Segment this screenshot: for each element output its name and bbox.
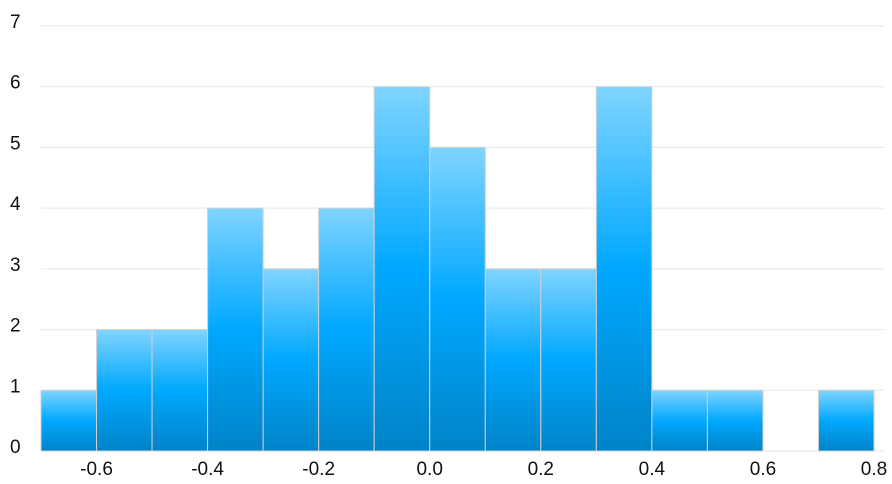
x-tick-label: -0.6	[80, 459, 113, 480]
bar	[96, 329, 153, 452]
bar	[429, 146, 486, 452]
bar	[373, 86, 431, 452]
y-tick-label: 7	[10, 12, 21, 33]
x-tick-label: 0.0	[417, 459, 443, 480]
y-tick-label: 2	[10, 316, 21, 337]
x-tick-label: 0.2	[528, 459, 554, 480]
bar	[207, 207, 264, 452]
bar	[595, 86, 653, 452]
bar	[540, 268, 597, 452]
y-tick-label: 4	[10, 194, 21, 215]
bar	[318, 207, 375, 452]
y-tick-label: 0	[10, 437, 21, 458]
x-tick-label: 0.8	[861, 459, 887, 480]
x-tick-label: -0.2	[302, 459, 335, 480]
x-tick-label: 0.6	[750, 459, 776, 480]
x-tick-label: -0.4	[191, 459, 224, 480]
y-tick-label: 3	[10, 255, 21, 276]
bar	[817, 389, 875, 452]
bar	[262, 268, 320, 452]
bar	[706, 389, 764, 452]
bar	[651, 389, 708, 452]
y-tick-label: 1	[10, 376, 21, 397]
bar	[151, 329, 209, 452]
y-tick-label: 6	[10, 73, 21, 94]
bar	[484, 268, 542, 452]
y-tick-label: 5	[10, 133, 21, 154]
x-tick-label: 0.4	[639, 459, 666, 480]
bar	[40, 389, 98, 452]
